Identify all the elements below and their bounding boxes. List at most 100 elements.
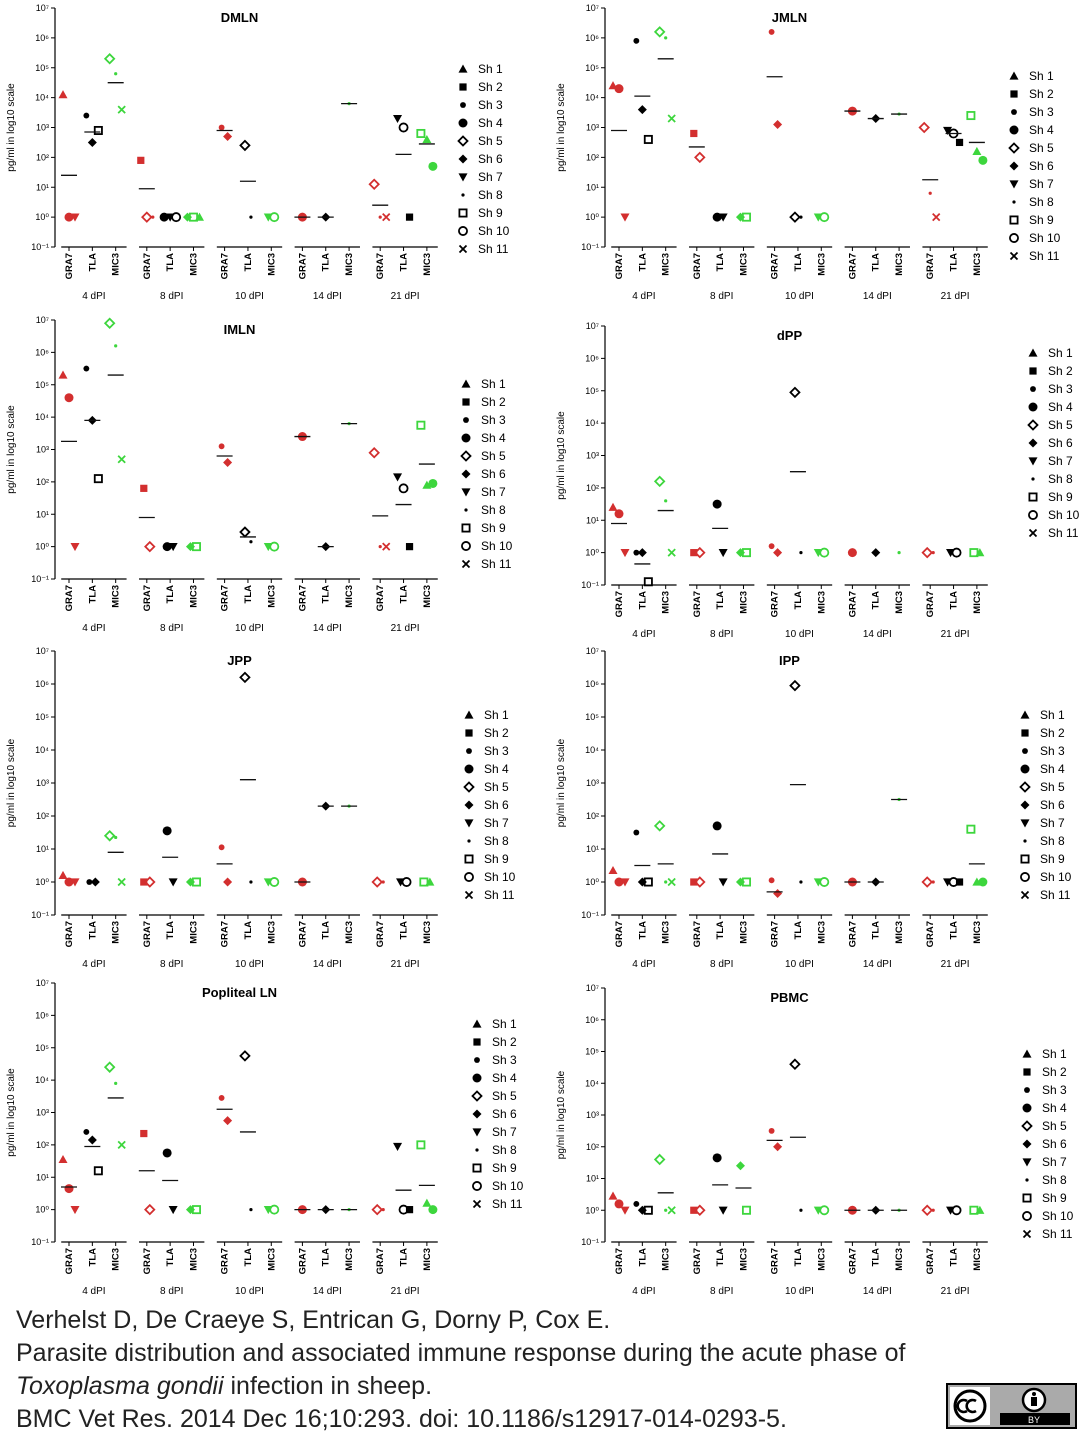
- legend-marker-shape: [1028, 402, 1038, 412]
- x-tick-label: TLA: [715, 253, 726, 272]
- data-point-gra7: [64, 1184, 74, 1194]
- legend-marker: [467, 839, 471, 843]
- x-tick-label: GRA7: [220, 585, 231, 611]
- data-point-gra7: [773, 120, 783, 130]
- y-tick-label: 10³: [586, 123, 599, 133]
- chart-jpp: 10⁻¹ 10⁰ 10¹ 10² 10³ 10⁴ 10⁵ 10⁶ 10⁷ pg/ml in log…: [6, 646, 438, 970]
- data-point-mic3: [735, 212, 745, 222]
- y-tick-label: 10⁰: [35, 542, 49, 552]
- legend-marker: [472, 1128, 482, 1137]
- chart-title: DMLN: [221, 10, 259, 25]
- legend-marker: [1028, 402, 1038, 412]
- group-label: 8 dPI: [710, 291, 733, 302]
- data-point-gra7: [382, 212, 391, 222]
- y-axis-label: pg/ml in log10 scale: [556, 83, 567, 172]
- legend-label: Sh 11: [1029, 249, 1060, 263]
- data-point-tla: [93, 1166, 103, 1176]
- x-tick-label: GRA7: [770, 253, 781, 279]
- data-point-gra7: [382, 542, 391, 551]
- x-tick-label: TLA: [87, 585, 98, 604]
- x-tick-label: TLA: [243, 585, 254, 604]
- legend-marker-shape: [464, 854, 474, 864]
- legend-marker: [1021, 1120, 1033, 1132]
- legend-marker-shape: [1030, 386, 1036, 392]
- legend-marker: [459, 83, 467, 91]
- legend-marker: [1028, 348, 1038, 357]
- group-label: 14 dPI: [313, 623, 342, 634]
- data-point-tla: [405, 213, 414, 221]
- legend-marker: [458, 208, 468, 218]
- group-label: 8 dPI: [160, 623, 183, 634]
- x-tick-label: MIC3: [894, 253, 905, 276]
- data-point-gra7: [614, 509, 624, 519]
- x-tick-label: MIC3: [266, 253, 277, 276]
- legend-label: Sh 1: [478, 62, 503, 76]
- legend-marker: [464, 764, 474, 774]
- data-point-gra7: [218, 1095, 225, 1101]
- data-point-mic3: [664, 880, 668, 884]
- legend-marker-shape: [464, 710, 474, 719]
- group-label: 4 dPI: [82, 291, 105, 302]
- data-point-mic3: [741, 1205, 751, 1215]
- data-point-tla: [955, 878, 964, 886]
- legend-marker-shape: [458, 64, 468, 73]
- data-point-mic3: [103, 53, 116, 65]
- group-label: 21 dPI: [941, 629, 970, 640]
- legend-label: Sh 9: [1042, 1191, 1067, 1205]
- legend-marker: [1009, 161, 1019, 171]
- legend-label: Sh 9: [484, 852, 509, 866]
- citation-title: Parasite distribution and associated imm…: [16, 1339, 906, 1367]
- y-tick-label: 10¹: [36, 509, 49, 519]
- x-tick-label: GRA7: [770, 1248, 781, 1274]
- x-tick-label: GRA7: [614, 591, 625, 617]
- legend-label: Sh 7: [1029, 177, 1054, 191]
- legend-marker-shape: [459, 83, 467, 91]
- legend-marker: [458, 173, 468, 182]
- legend-marker: [460, 450, 472, 462]
- legend-marker-shape: [1027, 419, 1039, 431]
- data-point-mic3: [667, 548, 676, 557]
- data-point-mic3: [422, 480, 432, 489]
- data-point-tla: [398, 483, 409, 494]
- data-point-gra7: [64, 393, 74, 403]
- data-point-gra7: [137, 156, 145, 164]
- data-point-tla: [799, 551, 803, 555]
- data-point-gra7: [58, 370, 68, 379]
- group-label: 14 dPI: [863, 629, 892, 640]
- data-point-gra7: [141, 211, 153, 223]
- x-tick-label: TLA: [399, 1248, 410, 1267]
- x-tick-label: TLA: [165, 253, 176, 272]
- group-label: 10 dPI: [785, 1286, 814, 1297]
- legend-marker: [1020, 800, 1030, 810]
- data-point-tla: [168, 543, 178, 552]
- group-label: 21 dPI: [391, 623, 420, 634]
- legend-marker: [472, 1199, 482, 1209]
- y-tick-label: 10⁻¹: [31, 1237, 49, 1247]
- legend-label: Sh 3: [1029, 105, 1054, 119]
- data-point-tla: [405, 1206, 414, 1214]
- data-point-gra7: [223, 877, 233, 887]
- x-tick-label: TLA: [637, 253, 648, 272]
- x-tick-label: MIC3: [661, 1248, 672, 1271]
- data-point-tla: [712, 499, 722, 509]
- data-point-mic3: [269, 877, 280, 887]
- data-point-mic3: [114, 72, 118, 76]
- legend-marker: [1009, 180, 1019, 189]
- legend-marker: [1009, 251, 1019, 261]
- data-point-tla: [633, 37, 640, 44]
- legend-label: Sh 2: [492, 1035, 517, 1049]
- legend-label: Sh 9: [1048, 490, 1073, 504]
- data-point-tla: [398, 122, 409, 133]
- svg-text:BY: BY: [1028, 1415, 1040, 1425]
- data-point-gra7: [690, 129, 698, 138]
- data-point-gra7: [928, 191, 932, 195]
- legend-label: Sh 10: [484, 870, 516, 884]
- legend-label: Sh 3: [484, 744, 509, 758]
- legend-label: Sh 6: [484, 798, 509, 812]
- legend-marker: [1021, 729, 1029, 737]
- y-axis-label: pg/ml in log10 scale: [556, 411, 567, 500]
- legend-marker: [1022, 1229, 1032, 1239]
- legend-marker-shape: [1011, 109, 1017, 115]
- cc-by-logo: BY: [948, 1385, 1075, 1427]
- legend-label: Sh 4: [484, 762, 509, 776]
